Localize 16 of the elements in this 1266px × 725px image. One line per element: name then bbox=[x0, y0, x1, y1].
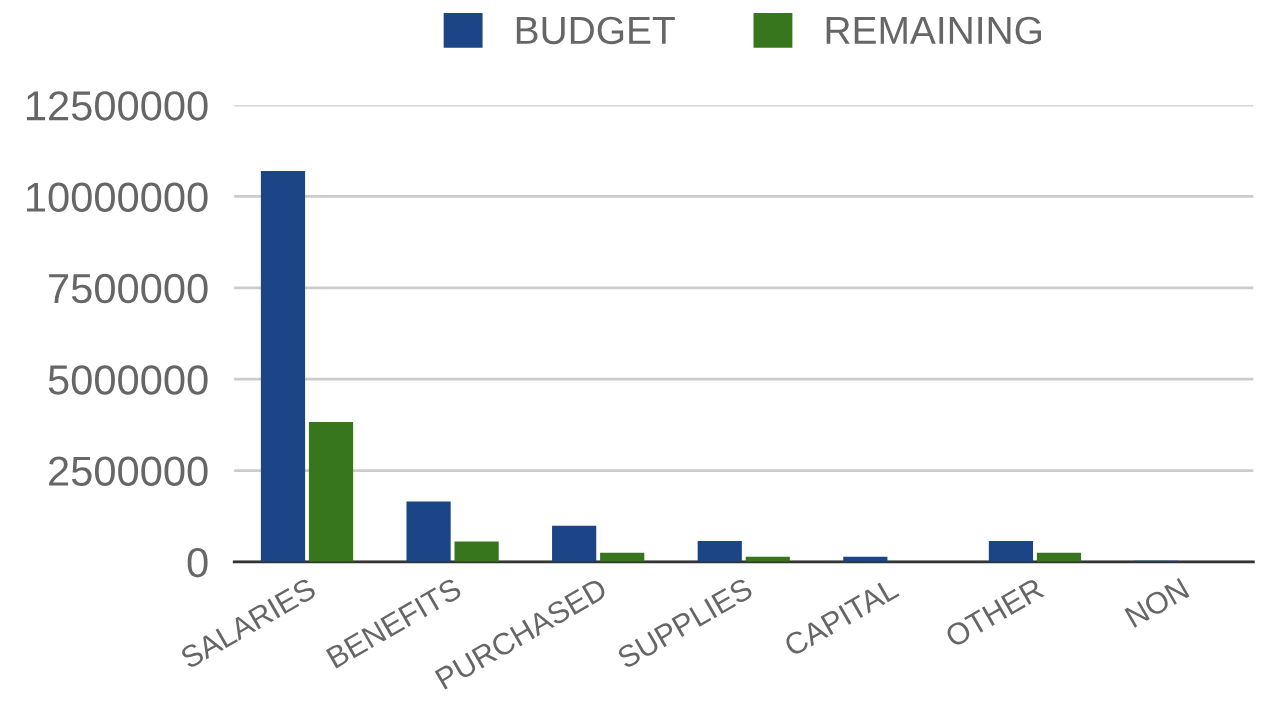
y-tick-label: 2500000 bbox=[49, 456, 208, 487]
y-tick-label: 7500000 bbox=[49, 273, 208, 304]
bar bbox=[552, 525, 597, 562]
y-tick-label: 10000000 bbox=[27, 182, 208, 212]
legend-label: REMAINING bbox=[826, 16, 1041, 45]
legend-label: BUDGET bbox=[516, 16, 675, 45]
y-tick-label: 0 bbox=[187, 547, 208, 578]
y-tick-label: 5000000 bbox=[48, 365, 208, 395]
bar bbox=[697, 541, 742, 562]
bar bbox=[260, 170, 306, 562]
bar bbox=[406, 501, 451, 562]
x-tick-label: NON bbox=[1124, 577, 1190, 628]
bar bbox=[988, 541, 1034, 562]
bar bbox=[308, 421, 354, 562]
y-tick-label: 12500000 bbox=[27, 91, 208, 121]
bar bbox=[454, 541, 499, 562]
